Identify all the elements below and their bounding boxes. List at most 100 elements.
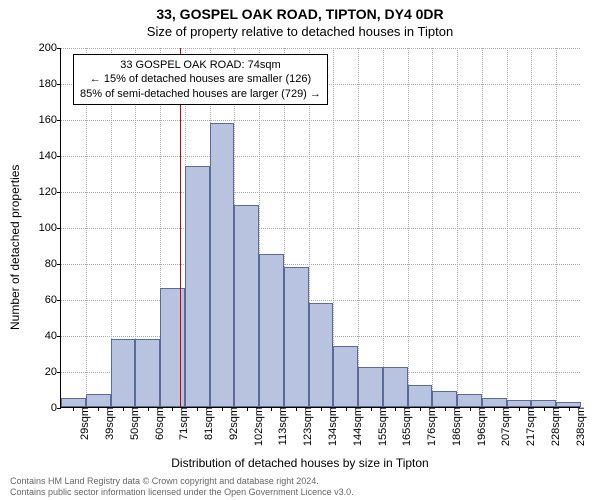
x-tick-label: 92sqm xyxy=(226,407,240,440)
histogram-bar xyxy=(259,254,284,407)
x-tick-label: 155sqm xyxy=(375,407,389,446)
x-tick-mark xyxy=(445,407,446,411)
chart-subtitle: Size of property relative to detached ho… xyxy=(0,22,600,39)
histogram-bar xyxy=(210,123,235,407)
gridline-v xyxy=(531,48,532,407)
y-tick-label: 100 xyxy=(39,222,61,234)
histogram-bar xyxy=(333,346,358,407)
x-tick-label: 196sqm xyxy=(474,407,488,446)
chart-title: 33, GOSPEL OAK ROAD, TIPTON, DY4 0DR xyxy=(0,0,600,22)
histogram-bar xyxy=(135,339,160,407)
x-tick-mark xyxy=(494,407,495,411)
y-tick-label: 200 xyxy=(39,42,61,54)
x-tick-label: 81sqm xyxy=(201,407,215,440)
x-tick-mark xyxy=(470,407,471,411)
x-tick-label: 144sqm xyxy=(350,407,364,446)
x-tick-label: 238sqm xyxy=(573,407,587,446)
plot-inner: 02040608010012014016018020029sqm39sqm50s… xyxy=(60,48,580,408)
footer-line-2: Contains public sector information licen… xyxy=(10,487,590,498)
x-tick-mark xyxy=(420,407,421,411)
x-tick-label: 207sqm xyxy=(498,407,512,446)
x-tick-label: 50sqm xyxy=(127,407,141,440)
x-tick-label: 217sqm xyxy=(523,407,537,446)
y-tick-label: 140 xyxy=(39,150,61,162)
y-tick-label: 40 xyxy=(45,330,61,342)
x-tick-label: 176sqm xyxy=(424,407,438,446)
y-tick-label: 20 xyxy=(45,366,61,378)
footer-line-1: Contains HM Land Registry data © Crown c… xyxy=(10,476,590,487)
histogram-bar xyxy=(383,367,408,407)
x-tick-mark xyxy=(321,407,322,411)
histogram-bar xyxy=(185,166,210,407)
gridline-h xyxy=(61,156,580,157)
x-tick-mark xyxy=(296,407,297,411)
y-tick-label: 0 xyxy=(51,402,61,414)
x-tick-mark xyxy=(222,407,223,411)
x-tick-mark xyxy=(395,407,396,411)
histogram-bar xyxy=(457,394,482,407)
histogram-bar xyxy=(358,367,383,407)
y-tick-label: 180 xyxy=(39,78,61,90)
x-tick-mark xyxy=(123,407,124,411)
x-tick-label: 123sqm xyxy=(300,407,314,446)
x-tick-mark xyxy=(247,407,248,411)
gridline-v xyxy=(432,48,433,407)
x-tick-mark xyxy=(519,407,520,411)
y-tick-label: 120 xyxy=(39,186,61,198)
gridline-h xyxy=(61,48,580,49)
x-tick-mark xyxy=(271,407,272,411)
histogram-bar xyxy=(111,339,136,407)
gridline-h xyxy=(61,264,580,265)
x-tick-mark xyxy=(544,407,545,411)
histogram-bar xyxy=(160,288,185,407)
x-tick-mark xyxy=(371,407,372,411)
x-tick-label: 60sqm xyxy=(152,407,166,440)
gridline-v xyxy=(383,48,384,407)
gridline-h xyxy=(61,192,580,193)
x-tick-label: 134sqm xyxy=(325,407,339,446)
x-tick-label: 165sqm xyxy=(399,407,413,446)
histogram-bar xyxy=(531,400,556,407)
gridline-v xyxy=(457,48,458,407)
x-tick-label: 113sqm xyxy=(275,407,289,445)
x-tick-mark xyxy=(98,407,99,411)
annotation-box: 33 GOSPEL OAK ROAD: 74sqm← 15% of detach… xyxy=(73,54,328,105)
x-tick-mark xyxy=(73,407,74,411)
x-tick-label: 39sqm xyxy=(102,407,116,440)
x-tick-label: 102sqm xyxy=(251,407,265,446)
histogram-bar xyxy=(408,385,433,407)
histogram-bar xyxy=(432,391,457,407)
histogram-bar xyxy=(309,303,334,407)
x-tick-mark xyxy=(172,407,173,411)
gridline-v xyxy=(358,48,359,407)
plot-area: 02040608010012014016018020029sqm39sqm50s… xyxy=(60,48,580,408)
x-tick-label: 29sqm xyxy=(77,407,91,440)
gridline-v xyxy=(482,48,483,407)
histogram-bar xyxy=(61,398,86,407)
gridline-v xyxy=(408,48,409,407)
histogram-bar xyxy=(86,394,111,407)
histogram-bar xyxy=(482,398,507,407)
gridline-h xyxy=(61,300,580,301)
histogram-bar xyxy=(507,400,532,407)
gridline-h xyxy=(61,120,580,121)
gridline-v xyxy=(507,48,508,407)
x-tick-label: 228sqm xyxy=(548,407,562,446)
x-tick-mark xyxy=(569,407,570,411)
x-tick-mark xyxy=(197,407,198,411)
gridline-v xyxy=(556,48,557,407)
x-tick-mark xyxy=(346,407,347,411)
y-tick-label: 160 xyxy=(39,114,61,126)
y-axis-label: Number of detached properties xyxy=(8,165,22,330)
gridline-h xyxy=(61,228,580,229)
annotation-line-3: 85% of semi-detached houses are larger (… xyxy=(80,87,321,101)
x-tick-label: 71sqm xyxy=(176,407,190,440)
y-tick-label: 80 xyxy=(45,258,61,270)
annotation-line-1: 33 GOSPEL OAK ROAD: 74sqm xyxy=(80,58,321,72)
y-tick-label: 60 xyxy=(45,294,61,306)
x-tick-label: 186sqm xyxy=(449,407,463,446)
x-tick-mark xyxy=(148,407,149,411)
histogram-bar xyxy=(284,267,309,407)
x-axis-label: Distribution of detached houses by size … xyxy=(0,456,600,470)
footer-text: Contains HM Land Registry data © Crown c… xyxy=(10,476,590,498)
